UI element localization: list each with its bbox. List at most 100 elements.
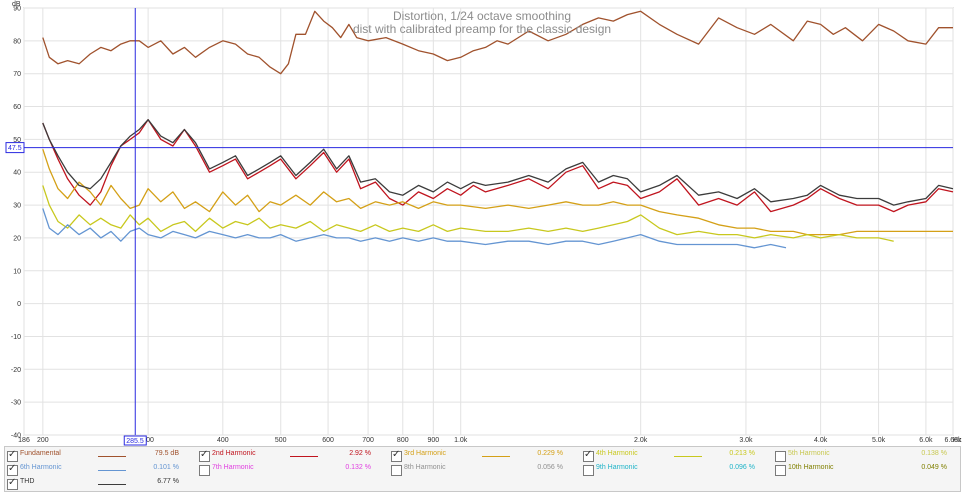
- legend-label: 2nd Harmonic: [212, 450, 256, 457]
- x-tick-label: 1.0k: [454, 437, 468, 444]
- y-tick-label: 0: [17, 301, 21, 308]
- y-tick-label: 20: [13, 235, 21, 242]
- legend-checkbox-6th-harmonic[interactable]: [7, 463, 18, 476]
- chart-subtitle: dist with calibrated preamp for the clas…: [353, 22, 611, 36]
- y-tick-label: -30: [11, 400, 21, 407]
- plot-svg[interactable]: 90 80 70 60 50 40 30 20 10 0 -10 -20 -30 -40 186 200 30…: [0, 0, 963, 447]
- legend-value: 0.056 %: [537, 464, 563, 471]
- legend-label: 5th Harmonic: [788, 450, 830, 457]
- series-line-thd: [42, 119, 954, 206]
- y-tick-label: 30: [13, 203, 21, 210]
- legend-label: 9th Harmonic: [596, 464, 638, 471]
- x-tick-label: 186: [18, 437, 30, 444]
- legend-value: 0.049 %: [921, 464, 947, 471]
- legend-checkbox-5th-harmonic[interactable]: [775, 451, 786, 462]
- legend-swatch: [98, 470, 126, 471]
- plot-background: [23, 7, 954, 436]
- x-tick-label: 4.0k: [814, 437, 828, 444]
- legend-checkbox-4th-harmonic[interactable]: [583, 449, 594, 462]
- legend-label: THD: [20, 478, 35, 485]
- horizontal-gridlines: [24, 7, 953, 436]
- cursor-y-readout: 47.5: [8, 145, 22, 152]
- x-tick-label: 500: [275, 437, 287, 444]
- x-tick-label: 900: [428, 437, 440, 444]
- legend-swatch: [98, 484, 126, 485]
- legend-swatch: [290, 456, 318, 457]
- x-tick-label: 6.0k: [919, 437, 933, 444]
- y-tick-label: -10: [11, 334, 21, 341]
- legend-value: 0.213 %: [729, 450, 755, 457]
- legend-label: 6th Harmonic: [20, 464, 62, 471]
- legend-item-8th-harmonic: 8th Harmonic 0.056 %: [391, 463, 583, 478]
- legend-checkbox-8th-harmonic[interactable]: [391, 465, 402, 476]
- legend-value: 0.229 %: [537, 450, 563, 457]
- x-tick-label: 2.0k: [634, 437, 648, 444]
- legend-item-6th-harmonic: 6th Harmonic 0.101 %: [7, 463, 199, 478]
- legend-label: 4th Harmonic: [596, 450, 638, 457]
- vertical-gridlines: [23, 8, 954, 435]
- series-line-2nd-harmonic: [42, 119, 954, 213]
- legend-row: Fundamental 79.5 dB 2nd Harmonic 2.92 % 3rd …: [5, 449, 960, 464]
- y-tick-label: 10: [13, 268, 21, 275]
- legend-label: 3rd Harmonic: [404, 450, 447, 457]
- legend-item-fundamental: Fundamental 79.5 dB: [7, 449, 199, 464]
- y-tick-label: 60: [13, 104, 21, 111]
- y-tick-label: 40: [13, 170, 21, 177]
- legend-swatch: [98, 456, 126, 457]
- distortion-chart[interactable]: 90 80 70 60 50 40 30 20 10 0 -10 -20 -30 -40 186 200 30…: [0, 0, 963, 447]
- y-tick-label: -20: [11, 367, 21, 374]
- y-tick-label: 90: [13, 6, 21, 13]
- series-line-4th-harmonic: [42, 185, 894, 242]
- legend-item-2nd-harmonic: 2nd Harmonic 2.92 %: [199, 449, 391, 464]
- legend-item-7th-harmonic: 7th Harmonic 0.132 %: [199, 463, 391, 478]
- legend-checkbox-2nd-harmonic[interactable]: [199, 449, 210, 462]
- legend-swatch: [482, 456, 510, 457]
- x-tick-label: 6.66k: [944, 437, 962, 444]
- y-tick-labels: 90 80 70 60 50 40 30 20 10 0 -10 -20 -30 -40: [11, 6, 21, 440]
- series-line-fundamental: [42, 10, 953, 75]
- y-tick-label: 70: [13, 71, 21, 78]
- legend-item-10th-harmonic: 10th Harmonic 0.049 %: [775, 463, 963, 478]
- legend-checkbox-3rd-harmonic[interactable]: [391, 449, 402, 462]
- legend-row: 6th Harmonic 0.101 % 7th Harmonic 0.132 % 8t…: [5, 463, 960, 478]
- cursor-x-readout-box: [123, 435, 147, 446]
- series-line-3rd-harmonic: [42, 148, 953, 236]
- x-tick-label: 5.0k: [872, 437, 886, 444]
- legend-value: 79.5 dB: [154, 450, 179, 457]
- x-tick-label: 700: [362, 437, 374, 444]
- legend-checkbox-thd[interactable]: [7, 477, 18, 490]
- legend-label: 8th Harmonic: [404, 464, 446, 471]
- legend-value: 6.77 %: [157, 478, 179, 485]
- x-tick-label: 400: [217, 437, 229, 444]
- legend-value: 0.101 %: [153, 464, 179, 471]
- y-tick-label: -40: [11, 433, 21, 440]
- legend-item-thd: THD 6.77 %: [7, 477, 199, 492]
- legend-checkbox-7th-harmonic[interactable]: [199, 465, 210, 476]
- legend-value: 0.132 %: [345, 464, 371, 471]
- y-tick-label: 80: [13, 38, 21, 45]
- legend-row: THD 6.77 %: [5, 477, 960, 492]
- x-tick-label: 3.0k: [739, 437, 753, 444]
- cursor-y-readout-box: [5, 142, 25, 154]
- series-line-6th-harmonic: [42, 208, 787, 249]
- x-axis-unit: Hz: [953, 437, 962, 444]
- legend-swatch: [674, 456, 702, 457]
- cursor-x-readout: 285.5: [126, 438, 144, 445]
- x-tick-labels: 186 200 300 400 500 600 700 800 900 1.0k 2.0k 3.0k 4…: [18, 437, 962, 444]
- x-tick-label: 600: [322, 437, 334, 444]
- y-tick-label: 50: [13, 137, 21, 144]
- legend-item-3rd-harmonic: 3rd Harmonic 0.229 %: [391, 449, 583, 464]
- legend-checkbox-fundamental[interactable]: [7, 449, 18, 462]
- legend-item-4th-harmonic: 4th Harmonic 0.213 %: [583, 449, 775, 464]
- legend-label: 10th Harmonic: [788, 464, 834, 471]
- legend-panel: Fundamental 79.5 dB 2nd Harmonic 2.92 % 3rd …: [4, 446, 961, 492]
- legend-item-9th-harmonic: 9th Harmonic 0.096 %: [583, 463, 775, 478]
- x-tick-label: 200: [37, 437, 49, 444]
- legend-label: Fundamental: [20, 450, 61, 457]
- legend-checkbox-9th-harmonic[interactable]: [583, 465, 594, 476]
- legend-checkbox-10th-harmonic[interactable]: [775, 465, 786, 476]
- x-tick-label: 300: [142, 437, 154, 444]
- x-tick-label: 800: [397, 437, 409, 444]
- y-axis-unit: dB: [12, 1, 21, 8]
- legend-label: 7th Harmonic: [212, 464, 254, 471]
